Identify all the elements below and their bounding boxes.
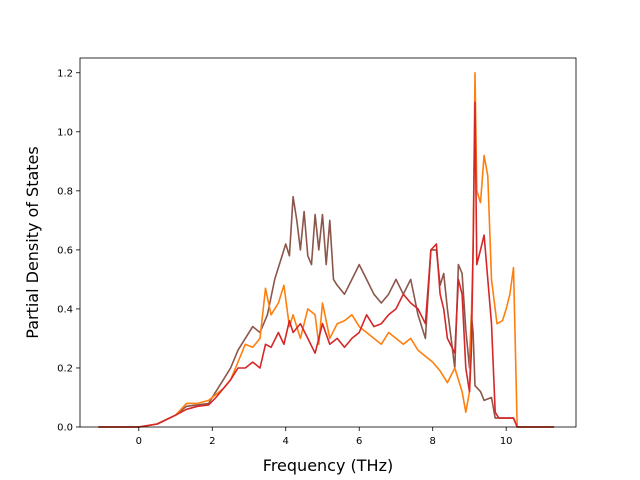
y-axis-label: Partial Density of States: [23, 146, 42, 338]
y-tick-label: 0.8: [57, 186, 73, 197]
x-axis: 0 2 4 6 8 10: [136, 427, 513, 447]
y-tick-label: 1.0: [57, 127, 73, 138]
y-tick-label: 0.0: [57, 423, 73, 434]
series-line-3: [98, 101, 554, 428]
x-tick-label: 8: [430, 436, 436, 447]
x-tick-label: 10: [500, 436, 513, 447]
series-layer: [98, 72, 554, 428]
x-axis-label: Frequency (THz): [263, 456, 393, 475]
x-tick-label: 0: [136, 436, 142, 447]
x-tick-label: 4: [283, 436, 289, 447]
y-axis: 0.0 0.2 0.4 0.6 0.8 1.0 1.2: [57, 68, 80, 434]
series-line-1: [98, 195, 554, 428]
y-tick-label: 0.6: [57, 245, 73, 256]
y-tick-label: 0.4: [57, 304, 73, 315]
y-tick-label: 0.2: [57, 363, 73, 374]
plot-frame: [79, 57, 577, 428]
y-tick-label: 1.2: [57, 68, 73, 79]
x-tick-label: 2: [209, 436, 215, 447]
x-tick-label: 6: [356, 436, 362, 447]
